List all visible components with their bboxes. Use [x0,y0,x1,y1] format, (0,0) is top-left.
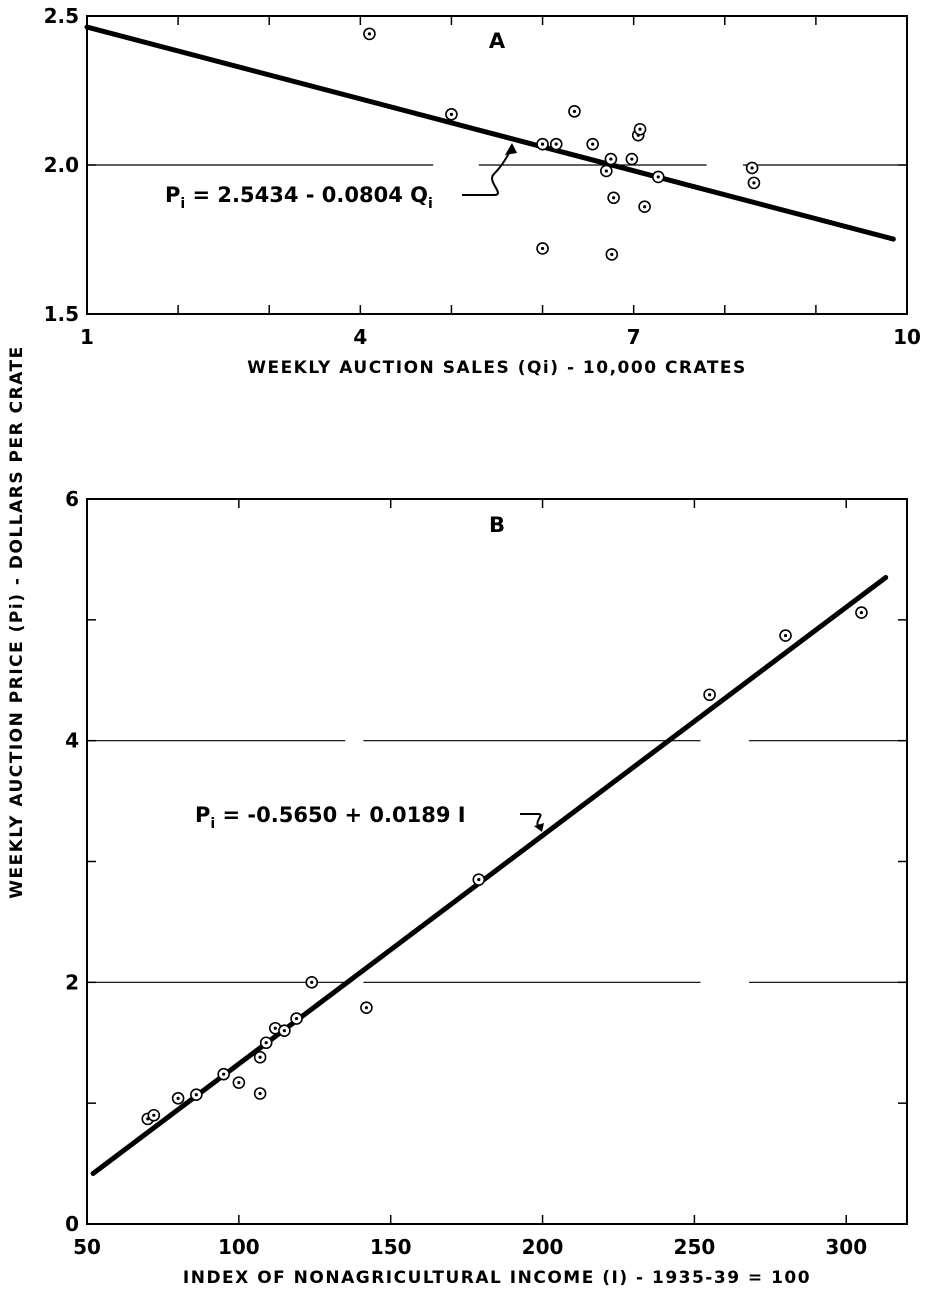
data-point-b [472,873,486,886]
x-tick-label-b: 200 [522,1235,564,1259]
x-axis-label-b: INDEX OF NONAGRICULTURAL INCOME (I) - 19… [183,1268,811,1288]
data-point-b [360,1001,373,1015]
y-tick-label-b: 4 [65,729,79,753]
data-point-b [779,629,792,642]
x-tick-label-b: 150 [370,1235,412,1259]
y-tick-label-a: 1.5 [44,302,79,326]
x-tick-label-a: 4 [353,325,367,349]
arrowhead-b [534,823,544,832]
y-tick-label-a: 2.0 [44,153,79,177]
chart-panel-a: 1 4 7 10 1.5 2.0 2.5 A WEEKLY AUCTION SALES (Q… [44,4,921,378]
data-point-a [586,137,599,151]
fit-equation-a: Pi = 2.5434 - 0.0804 Qi [165,183,433,212]
panel-letter-a: A [489,29,506,53]
eq-b-var: P [195,803,210,827]
data-point-a [445,108,458,121]
x-axis-label-a: WEEKLY AUCTION SALES (Qi) - 10,000 CRATE… [247,358,747,378]
data-point-a [625,152,639,166]
data-point-a [605,248,619,261]
eq-a-body: = 2.5434 - 0.0804 Q [185,183,428,207]
data-point-a [549,137,563,151]
data-point-b [190,1088,203,1102]
data-point-a [536,137,549,151]
plot-frame-b [86,498,908,1225]
data-point-b [305,976,319,989]
arrowhead-a [505,143,517,155]
data-point-a [363,27,376,41]
x-tick-label-b: 300 [825,1235,867,1259]
data-point-b [171,1092,185,1105]
panel-letter-b: B [489,513,505,537]
equation-arrow-a [462,146,513,196]
data-point-b [259,1036,273,1050]
data-point-a [604,152,618,166]
data-point-b [232,1076,246,1089]
eq-a-var: P [165,183,180,207]
x-tick-label-b: 100 [218,1235,260,1259]
data-point-a [600,164,613,178]
x-tick-label-b: 250 [674,1235,716,1259]
y-tick-label-b: 6 [65,487,79,511]
eq-b-body: = -0.5650 + 0.0189 I [215,803,465,827]
eq-b-sub: i [210,816,215,832]
data-point-b [253,1050,267,1064]
regression-line-b [90,574,889,1177]
data-point-b [278,1024,291,1037]
fit-equation-b: Pi = -0.5650 + 0.0189 I [195,803,466,832]
data-point-a [607,191,620,205]
eq-a-sub: i [180,196,185,212]
data-point-a [536,242,549,255]
y-tick-label-b: 0 [65,1212,79,1236]
data-point-a [745,161,759,175]
data-point-b [147,1108,161,1122]
y-tick-label-b: 2 [65,970,79,994]
data-point-a [633,122,647,136]
data-point-b [703,688,716,702]
x-tick-label-a: 10 [893,325,921,349]
data-point-b [290,1012,303,1025]
data-point-a [747,176,761,190]
data-point-b [217,1067,230,1081]
x-tick-label-b: 50 [73,1235,101,1259]
data-point-a [638,200,651,214]
x-tick-label-a: 7 [627,325,641,349]
data-point-b [855,606,868,619]
data-point-b [253,1087,267,1100]
y-axis-label: WEEKLY AUCTION PRICE (Pi) - DOLLARS PER … [7,345,27,898]
regression-line-a [84,24,896,242]
eq-a-sub2: i [428,196,433,212]
data-point-a [568,105,581,118]
y-tick-label-a: 2.5 [44,4,79,28]
x-tick-label-a: 1 [80,325,94,349]
chart-panel-b: 50 100 150 200 250 300 0 2 4 6 B INDEX OF NONAGRI… [65,487,908,1288]
data-point-a [651,170,665,184]
